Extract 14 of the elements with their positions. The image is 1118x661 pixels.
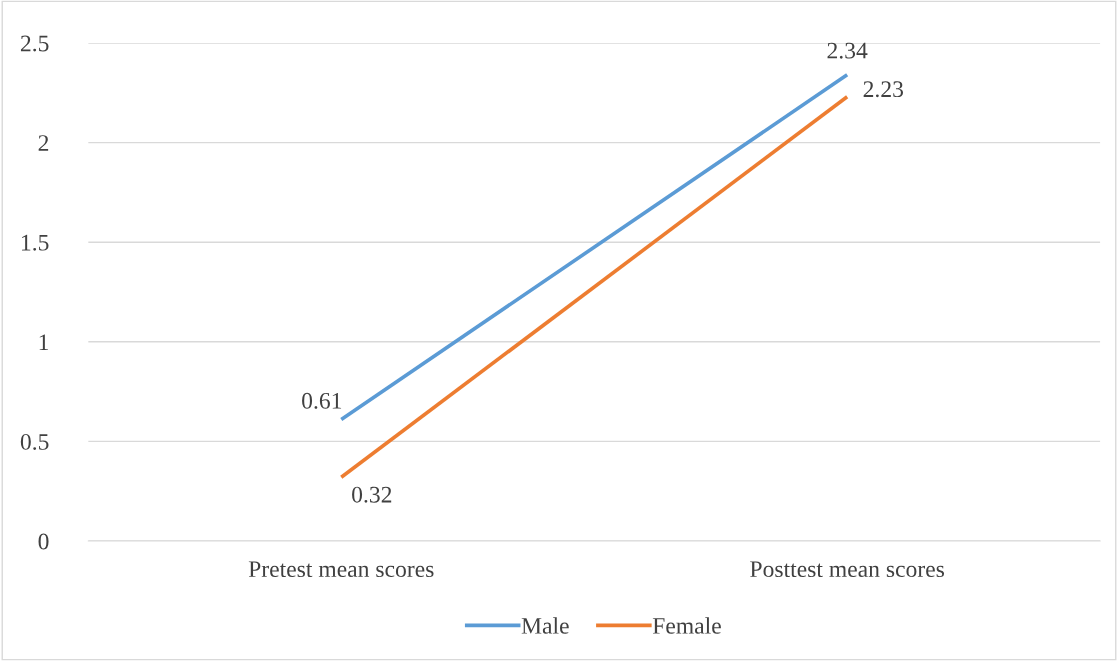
y-tick-label: 0 <box>38 533 49 550</box>
data-label: 2.23 <box>863 81 904 98</box>
y-tick-label: 1 <box>39 334 49 350</box>
legend-label: Female <box>652 617 721 634</box>
legend-label: Male <box>521 617 569 634</box>
x-tick-label: Pretest mean scores <box>248 561 434 578</box>
y-tick-label: 2.5 <box>20 35 49 52</box>
data-label: 2.34 <box>827 42 868 59</box>
y-tick-label: 1.5 <box>22 234 49 251</box>
y-tick-label: 2 <box>38 135 49 151</box>
x-tick-label: Posttest mean scores <box>750 561 945 578</box>
data-label: 0.32 <box>352 486 392 503</box>
y-tick-label: 0.5 <box>20 433 49 450</box>
data-label: 0.61 <box>302 392 342 409</box>
